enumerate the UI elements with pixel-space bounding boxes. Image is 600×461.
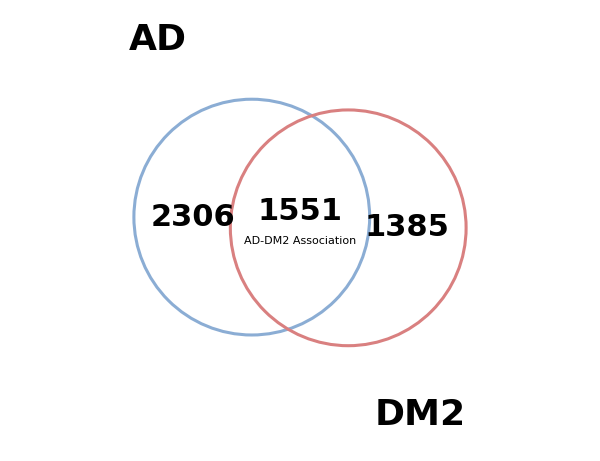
Text: 2306: 2306 <box>151 202 235 231</box>
Text: 1551: 1551 <box>257 197 343 226</box>
Text: AD: AD <box>128 24 187 57</box>
Text: AD-DM2 Association: AD-DM2 Association <box>244 236 356 246</box>
Text: DM2: DM2 <box>375 398 466 432</box>
Text: 1385: 1385 <box>365 213 449 242</box>
